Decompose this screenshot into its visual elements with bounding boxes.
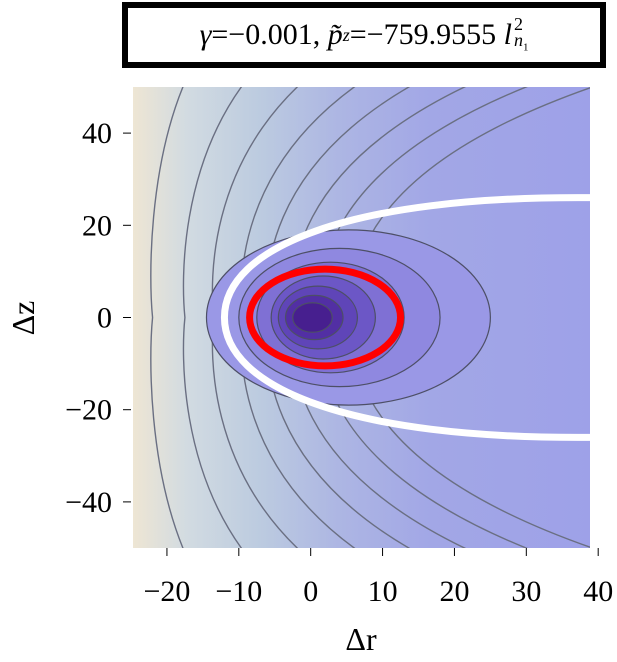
plot-area <box>131 87 591 548</box>
potential-basin <box>205 229 491 406</box>
title-l-symbol: l <box>503 18 512 51</box>
x-tick-label: 0 <box>303 575 318 608</box>
title-gamma-symbol: γ <box>199 18 212 51</box>
y-tick-label: 40 <box>82 117 112 150</box>
x-tick-label: 10 <box>368 575 398 608</box>
title-l-superscript: 2 <box>513 14 523 35</box>
title-p-value: =−759.9555 <box>349 18 497 51</box>
x-tick-label: −10 <box>215 575 262 608</box>
basin-contour <box>292 302 333 333</box>
title-gamma-value: =−0.001, <box>211 18 321 51</box>
contour-line <box>182 87 243 548</box>
x-tick-label: 40 <box>583 575 613 608</box>
white-boundary-curve <box>220 194 595 441</box>
axis-ticks: −20 −10 0 10 20 30 40 40 20 0 −20 −40 <box>65 117 613 608</box>
y-tick-label: 20 <box>82 209 112 242</box>
x-tick-label: −20 <box>143 575 190 608</box>
y-tick-label: −40 <box>65 486 112 519</box>
contour-line <box>150 87 184 548</box>
red-contour <box>246 265 405 370</box>
title-l-subscript-1: 1 <box>522 41 529 54</box>
x-axis-label: Δr <box>345 621 377 657</box>
chart-title: γ =−0.001, p̃ z =−759.9555 l 2 n1 <box>122 2 606 68</box>
title-l-scripts: 2 n1 <box>513 14 529 54</box>
title-l-subscript-n: n <box>513 30 523 51</box>
left-edge <box>131 87 133 548</box>
x-tick-label: 30 <box>511 575 541 608</box>
overlay-curves <box>220 87 597 548</box>
x-tick-label: 20 <box>439 575 469 608</box>
title-p-symbol: p̃ <box>327 18 343 51</box>
title-p-subscript: z <box>342 24 350 45</box>
y-tick-label: −20 <box>65 394 112 427</box>
y-axis-label: Δz <box>5 301 41 336</box>
y-tick-label: 0 <box>97 302 112 335</box>
right-white-edge <box>590 87 597 548</box>
